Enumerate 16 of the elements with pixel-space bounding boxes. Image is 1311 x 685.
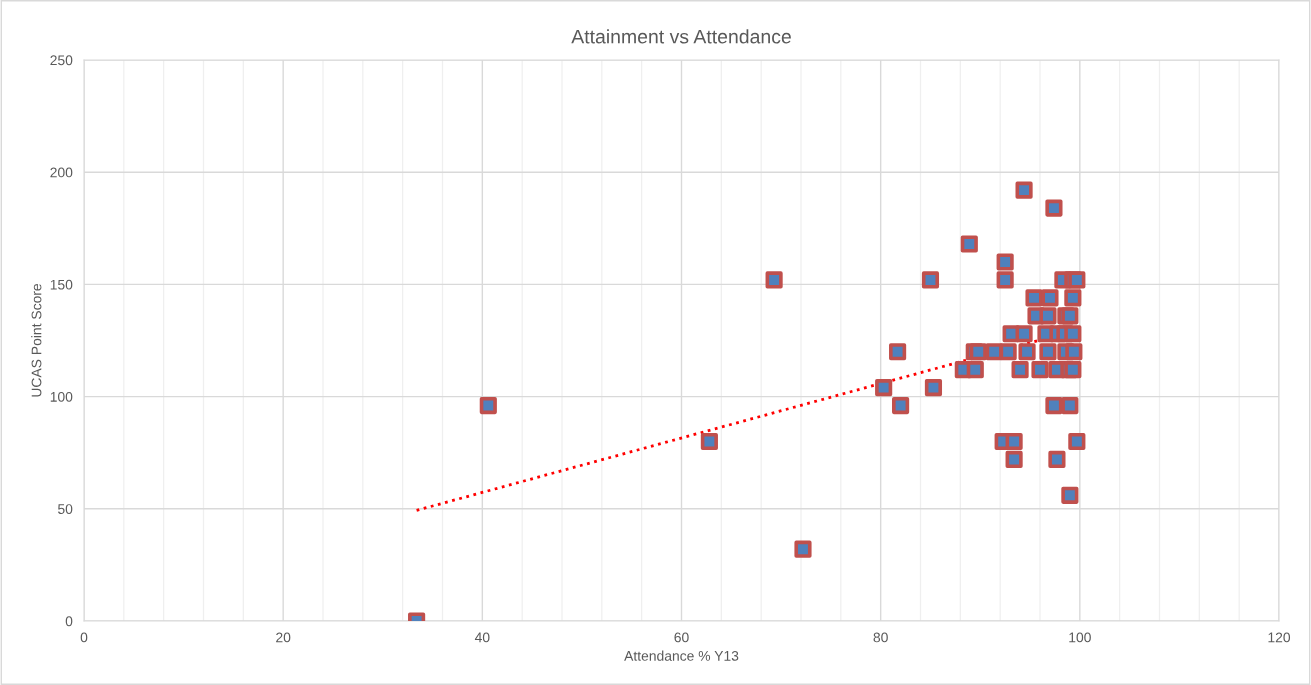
x-tick-label: 80: [873, 632, 888, 643]
y-tick-label: 200: [50, 167, 73, 178]
x-tick-label: 40: [474, 632, 490, 643]
x-tick-label: 20: [276, 632, 291, 643]
y-tick-label: 50: [58, 504, 73, 514]
y-tick-label: 100: [50, 391, 73, 402]
y-axis-title: UCAS Point Score: [31, 283, 42, 397]
y-tick-label: 150: [50, 279, 73, 290]
x-tick-label: 120: [1268, 632, 1291, 643]
x-tick-label: 100: [1069, 632, 1091, 643]
y-tick-label: 250: [50, 55, 73, 66]
x-axis-title: Attendance % Y13: [624, 650, 739, 661]
x-tick-label: 60: [674, 632, 689, 643]
chart-title: Attainment vs Attendance: [571, 29, 791, 44]
y-tick-label: 0: [65, 616, 73, 627]
x-tick-label: 0: [80, 632, 88, 643]
